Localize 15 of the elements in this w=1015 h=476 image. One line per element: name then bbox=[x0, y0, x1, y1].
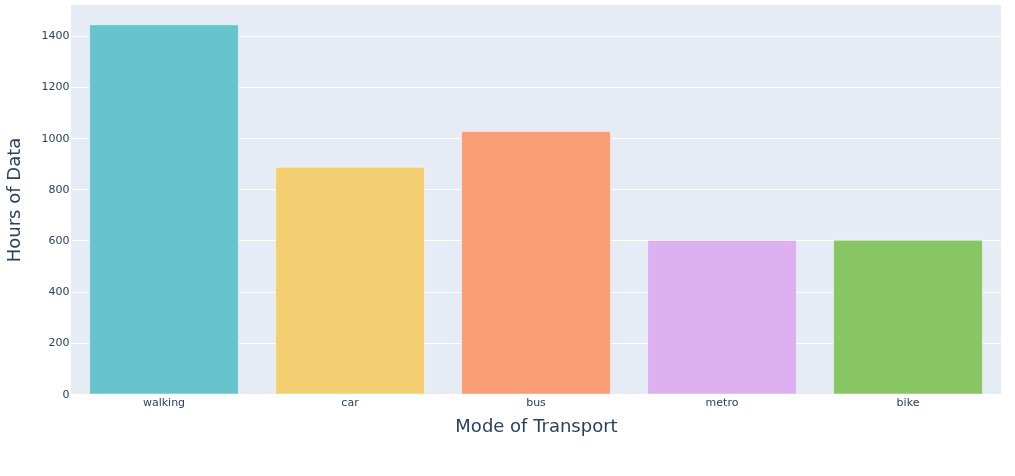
y-tick-label: 600 bbox=[48, 233, 70, 247]
y-tick-label: 1400 bbox=[41, 29, 70, 43]
y-tick-label: 200 bbox=[48, 336, 70, 350]
x-axis-title: Mode of Transport bbox=[455, 414, 618, 436]
x-tick-label: metro bbox=[705, 395, 739, 409]
x-tick-label: walking bbox=[142, 395, 186, 409]
y-tick-label: 400 bbox=[48, 285, 70, 299]
y-tick-label: 0 bbox=[62, 387, 70, 401]
y-tick-label: 1000 bbox=[41, 131, 70, 145]
x-tick-label: bus bbox=[526, 395, 547, 409]
x-tick-label: car bbox=[341, 395, 360, 409]
y-axis-title: Hours of Data bbox=[2, 137, 24, 263]
x-tick-label: bike bbox=[896, 395, 920, 409]
y-tick-label: 1200 bbox=[41, 80, 70, 94]
y-tick-label: 800 bbox=[48, 182, 70, 196]
